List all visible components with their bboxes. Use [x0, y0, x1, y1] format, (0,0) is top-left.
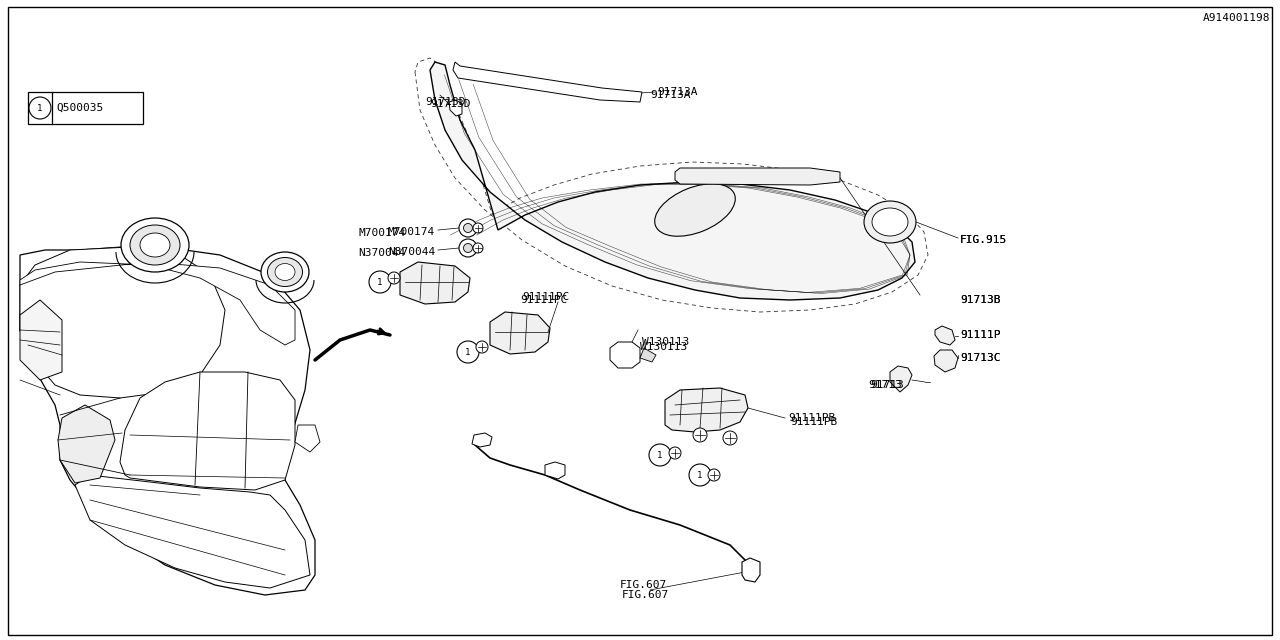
- Text: N370044: N370044: [388, 247, 435, 257]
- Polygon shape: [453, 62, 643, 102]
- Text: FIG.607: FIG.607: [622, 590, 669, 600]
- Polygon shape: [640, 348, 657, 362]
- Polygon shape: [20, 247, 225, 398]
- Ellipse shape: [654, 184, 735, 236]
- Text: 1: 1: [37, 104, 42, 113]
- Polygon shape: [20, 300, 61, 380]
- Circle shape: [708, 469, 721, 481]
- Text: 91713D: 91713D: [430, 99, 471, 109]
- Polygon shape: [934, 326, 955, 345]
- Text: 1: 1: [466, 348, 471, 356]
- Text: 91111PC: 91111PC: [522, 292, 570, 302]
- Circle shape: [457, 341, 479, 363]
- Polygon shape: [934, 350, 957, 372]
- Text: 91713: 91713: [870, 380, 904, 390]
- Polygon shape: [611, 342, 640, 368]
- Polygon shape: [58, 405, 115, 483]
- Circle shape: [388, 272, 401, 284]
- Circle shape: [649, 444, 671, 466]
- Polygon shape: [20, 262, 294, 345]
- Text: FIG.607: FIG.607: [620, 580, 667, 590]
- Polygon shape: [20, 245, 315, 595]
- Text: 91713B: 91713B: [960, 295, 1001, 305]
- Circle shape: [474, 223, 483, 233]
- Polygon shape: [890, 366, 913, 392]
- Polygon shape: [472, 433, 492, 447]
- Circle shape: [474, 243, 483, 253]
- Text: N370044: N370044: [358, 248, 406, 258]
- Ellipse shape: [864, 201, 916, 243]
- Circle shape: [29, 97, 51, 119]
- Circle shape: [463, 223, 472, 232]
- Circle shape: [476, 341, 488, 353]
- Text: Q500035: Q500035: [56, 103, 104, 113]
- Text: 91111P: 91111P: [960, 330, 1001, 340]
- Polygon shape: [120, 372, 294, 490]
- Circle shape: [369, 271, 390, 293]
- FancyBboxPatch shape: [28, 92, 143, 124]
- Polygon shape: [666, 388, 748, 432]
- Text: M700174: M700174: [358, 228, 406, 238]
- Polygon shape: [545, 462, 564, 479]
- Ellipse shape: [122, 218, 189, 272]
- Text: 91111PB: 91111PB: [790, 417, 837, 427]
- Polygon shape: [76, 475, 310, 588]
- Text: 1: 1: [658, 451, 663, 460]
- Circle shape: [460, 239, 477, 257]
- Text: 91713D: 91713D: [425, 97, 466, 107]
- Ellipse shape: [872, 208, 908, 236]
- Circle shape: [692, 428, 707, 442]
- Text: 91713A: 91713A: [650, 90, 690, 100]
- Text: 91111P: 91111P: [960, 330, 1001, 340]
- Text: 91713C: 91713C: [960, 353, 1001, 363]
- Text: 1: 1: [698, 470, 703, 479]
- Text: 91713C: 91713C: [960, 353, 1001, 363]
- Text: 91713B: 91713B: [960, 295, 1001, 305]
- Circle shape: [463, 243, 472, 253]
- Text: 91111PB: 91111PB: [788, 413, 836, 423]
- Ellipse shape: [131, 225, 180, 265]
- Ellipse shape: [140, 233, 170, 257]
- Circle shape: [460, 219, 477, 237]
- Ellipse shape: [275, 264, 294, 280]
- Polygon shape: [401, 262, 470, 304]
- Polygon shape: [742, 558, 760, 582]
- Polygon shape: [449, 100, 462, 116]
- Circle shape: [669, 447, 681, 459]
- Polygon shape: [490, 312, 550, 354]
- Polygon shape: [294, 425, 320, 452]
- Circle shape: [689, 464, 710, 486]
- Text: FIG.915: FIG.915: [960, 235, 1007, 245]
- Text: 91713: 91713: [868, 380, 901, 390]
- Text: W130113: W130113: [640, 342, 687, 352]
- Circle shape: [723, 431, 737, 445]
- Ellipse shape: [268, 257, 302, 287]
- Text: A914001198: A914001198: [1202, 13, 1270, 23]
- Text: FIG.915: FIG.915: [960, 235, 1007, 245]
- Text: 1: 1: [378, 278, 383, 287]
- Text: M700174: M700174: [388, 227, 435, 237]
- Ellipse shape: [261, 252, 308, 292]
- Polygon shape: [675, 168, 840, 185]
- Polygon shape: [430, 62, 915, 300]
- Text: W130113: W130113: [643, 337, 689, 347]
- Text: 91111PC: 91111PC: [520, 295, 567, 305]
- Text: 91713A: 91713A: [657, 87, 698, 97]
